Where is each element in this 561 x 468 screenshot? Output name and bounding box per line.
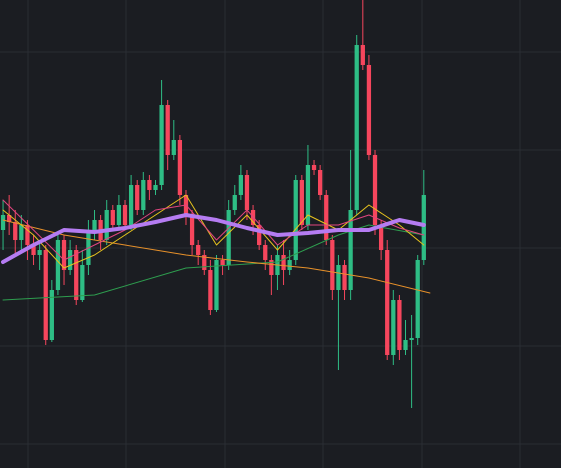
candle-body bbox=[378, 225, 384, 250]
candle-body bbox=[80, 265, 85, 300]
moving-average-line bbox=[2, 194, 425, 269]
candle-body bbox=[177, 140, 183, 195]
candle-body bbox=[324, 195, 329, 240]
candle-body bbox=[403, 340, 408, 350]
moving-average-line bbox=[1, 213, 426, 264]
candle-body bbox=[299, 180, 304, 225]
moving-average-line bbox=[2, 199, 425, 261]
candle-body bbox=[43, 250, 48, 340]
candle-body bbox=[147, 180, 152, 190]
candle-body bbox=[281, 255, 286, 270]
moving-average-line bbox=[2, 224, 425, 301]
candle-body bbox=[263, 245, 268, 260]
candle-body bbox=[257, 225, 262, 245]
candle-body bbox=[104, 210, 109, 240]
candle-body bbox=[354, 45, 359, 210]
candle-body bbox=[311, 165, 317, 170]
candle-body bbox=[208, 270, 213, 310]
candle-body bbox=[19, 225, 24, 240]
candle-body bbox=[415, 260, 420, 338]
candle-body bbox=[74, 250, 79, 300]
candle-body bbox=[244, 175, 250, 210]
candle-body bbox=[7, 215, 12, 222]
candle-body bbox=[293, 180, 298, 260]
candle-body bbox=[153, 185, 158, 190]
candle-body bbox=[159, 105, 164, 185]
candle-body bbox=[214, 260, 219, 310]
candle-body bbox=[116, 205, 122, 225]
candle-body bbox=[238, 175, 243, 195]
candle-body bbox=[165, 105, 170, 155]
candle-body bbox=[61, 240, 67, 270]
candle-body bbox=[67, 250, 73, 270]
candle-body bbox=[0, 215, 6, 230]
candle-body bbox=[141, 180, 146, 210]
candle-body bbox=[330, 240, 335, 290]
candle-body bbox=[318, 170, 323, 195]
candle-body bbox=[122, 205, 128, 225]
candle-body bbox=[135, 185, 140, 210]
candle-body bbox=[31, 245, 36, 255]
moving-average-line bbox=[2, 219, 431, 294]
candle-body bbox=[49, 290, 54, 340]
candle-body bbox=[397, 300, 402, 350]
candle-body bbox=[196, 245, 201, 255]
candle-body bbox=[336, 265, 341, 290]
candle-body bbox=[226, 210, 231, 265]
candle-body bbox=[189, 215, 195, 245]
candle-body bbox=[55, 240, 61, 290]
candle-body bbox=[232, 195, 237, 210]
candle-body bbox=[269, 260, 274, 275]
candle-body bbox=[372, 155, 378, 225]
candle-body bbox=[360, 45, 365, 65]
candle-body bbox=[287, 260, 292, 270]
candle-body bbox=[92, 220, 97, 230]
candle-body bbox=[37, 250, 42, 255]
candle-body bbox=[171, 140, 176, 155]
candle-body bbox=[13, 222, 18, 240]
candle-body bbox=[220, 260, 225, 265]
candle-body bbox=[25, 225, 30, 245]
candle-body bbox=[366, 65, 372, 155]
candle-body bbox=[409, 338, 414, 340]
candle-body bbox=[342, 265, 347, 290]
candle-body bbox=[128, 185, 134, 225]
candle-body bbox=[385, 250, 390, 355]
candle-body bbox=[391, 300, 396, 355]
candle-body bbox=[110, 210, 115, 225]
candle-body bbox=[348, 210, 353, 290]
candle-body bbox=[421, 195, 426, 260]
candle-body bbox=[202, 255, 207, 270]
candle-body bbox=[305, 165, 311, 225]
